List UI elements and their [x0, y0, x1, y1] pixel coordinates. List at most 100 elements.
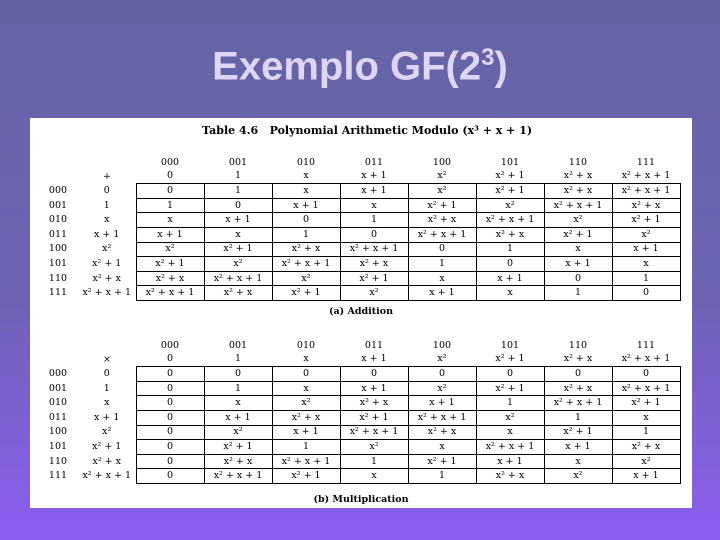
- table-cell: x: [271, 380, 341, 397]
- table-cell: 1: [271, 439, 341, 455]
- table-cell: x² + x: [543, 380, 613, 397]
- column-binary: 111: [636, 156, 656, 168]
- table-cell: 0: [135, 380, 205, 397]
- table-cell: x² + x: [475, 468, 545, 484]
- table-cell: 1: [271, 226, 341, 243]
- table-cell: x² + x: [271, 241, 341, 258]
- column-binary: 001: [228, 339, 248, 351]
- table-cell: x + 1: [339, 183, 409, 199]
- table-cell: x + 1: [407, 285, 477, 301]
- table-cell: x² + x + 1: [135, 285, 205, 301]
- table-cell: x²: [543, 468, 613, 484]
- table-cell: 0: [135, 409, 205, 426]
- row-binary: 100: [48, 243, 68, 255]
- title-suffix: ): [494, 44, 508, 89]
- table-cell: x²: [543, 212, 613, 228]
- table-cell: x + 1: [271, 197, 341, 214]
- table-cell: 1: [339, 212, 409, 228]
- table-cell: x + 1: [135, 226, 205, 243]
- column-poly: 1: [234, 170, 242, 182]
- table-subcaption: (a) Addition: [329, 306, 393, 317]
- column-poly: x² + 1: [495, 353, 525, 365]
- table-cell: x: [339, 468, 409, 484]
- table-row: 000 0 0 1 x x + 1 x² x² + 1 x² + x x² + x + 1: [38, 183, 681, 199]
- column-poly: x + 1: [361, 353, 387, 365]
- table-cell: 1: [543, 285, 613, 301]
- addition-table: 000 001 010 011 100 101 110 111 +0 1 x x + 1 x² x² + …: [38, 156, 681, 301]
- table-cell: x²: [339, 285, 409, 301]
- table-cell: x² + 1: [543, 226, 613, 243]
- table-row: 010 x x x + 1 0 1 x² + x x² + x + 1 x² x² + 1: [38, 212, 681, 228]
- empty-cell: [78, 156, 136, 170]
- table-cell: 1: [611, 270, 681, 287]
- table-cell: 0: [271, 212, 341, 228]
- table-cell: x²: [407, 183, 477, 199]
- column-binary: 000: [160, 156, 180, 168]
- column-poly: x + 1: [361, 170, 387, 182]
- column-poly: x² + x: [563, 353, 593, 365]
- table-cell: x² + 1: [611, 212, 681, 228]
- column-poly: x² + x: [563, 170, 593, 182]
- row-poly: x² + x + 1: [82, 470, 132, 482]
- table-cell: x: [339, 197, 409, 214]
- table-cell: x² + x + 1: [271, 256, 341, 272]
- empty-cell: [38, 339, 78, 353]
- table-cell: 0: [203, 197, 273, 214]
- row-binary: 010: [48, 214, 68, 226]
- table-cell: x² + x: [135, 270, 205, 287]
- table-cell: x² + x: [203, 453, 273, 470]
- table-cell: 0: [611, 285, 681, 301]
- table-cell: 0: [339, 226, 409, 243]
- row-binary: 100: [48, 426, 68, 438]
- row-poly: 0: [103, 367, 110, 379]
- table-row: 001 1 0 1 x x + 1 x² x² + 1 x² + x x² + x + 1: [38, 380, 681, 397]
- empty-cell: [38, 170, 78, 184]
- row-poly: x² + x: [92, 455, 122, 467]
- table-cell: x: [611, 256, 681, 272]
- table-cell: x² + x + 1: [271, 453, 341, 470]
- table-image: Table 4.6 Polynomial Arithmetic Modulo (…: [30, 118, 692, 508]
- table-cell: 1: [339, 453, 409, 470]
- table-cell: x² + x: [611, 197, 681, 214]
- column-binary: 001: [228, 156, 248, 168]
- table-cell: 1: [407, 256, 477, 272]
- table-cell: 0: [611, 366, 681, 382]
- row-poly: x² + 1: [92, 440, 122, 452]
- table-cell: x: [135, 212, 205, 228]
- multiplication-table: 000 001 010 011 100 101 110 111 × 0 1 x x + 1 x² x² + …: [38, 339, 681, 484]
- slide-title: Exemplo GF(23): [0, 44, 720, 89]
- table-cell: x² + x: [407, 424, 477, 441]
- table-cell: 1: [203, 183, 273, 199]
- operation-symbol: +: [103, 170, 111, 182]
- table-cell: x + 1: [203, 409, 273, 426]
- table-cell: x² + x + 1: [407, 226, 477, 243]
- column-poly: x² + x + 1: [621, 170, 671, 182]
- table-cell: 0: [135, 366, 205, 382]
- table-cell: x² + 1: [339, 270, 409, 287]
- table-row: 111 x² + x + 1 x² + x + 1 x² + x x² + 1 x² x +…: [38, 285, 681, 301]
- header-row: × 0 1 x x + 1 x² x² + 1 x² + x x² + x + 1: [38, 353, 680, 367]
- table-cell: x² + 1: [339, 409, 409, 426]
- table-cell: x²: [271, 395, 341, 411]
- column-poly: 0: [166, 353, 174, 365]
- table-cell: 0: [543, 270, 613, 287]
- column-binary: 100: [432, 339, 452, 351]
- column-binary: 011: [364, 156, 384, 168]
- table-cell: x²: [611, 453, 681, 470]
- row-binary: 000: [48, 184, 68, 196]
- column-poly: 1: [234, 353, 242, 365]
- table-cell: 0: [543, 366, 613, 382]
- table-cell: x + 1: [543, 439, 613, 455]
- column-poly: x² + 1: [495, 170, 525, 182]
- table-cell: x²: [339, 439, 409, 455]
- table-cell: x²: [271, 270, 341, 287]
- title-text: Exemplo GF(2: [212, 44, 482, 89]
- column-poly: 0: [166, 170, 174, 182]
- header-row: +0 1 x x + 1 x² x² + 1 x² + x x² + x + 1: [38, 170, 680, 184]
